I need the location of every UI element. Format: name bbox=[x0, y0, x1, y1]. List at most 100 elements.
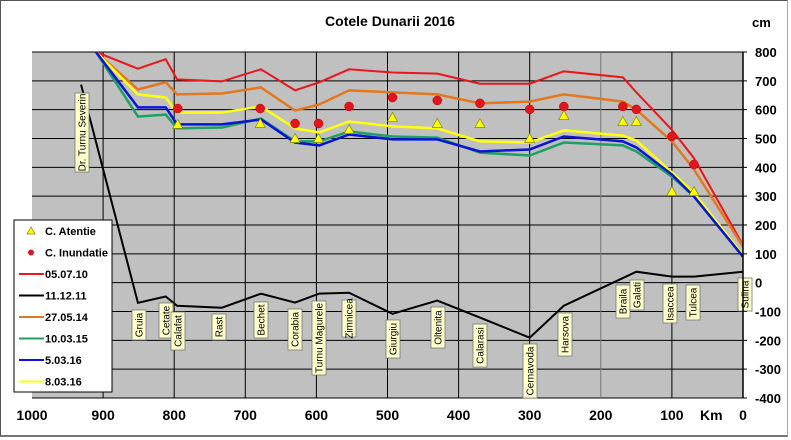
inundatie-marker bbox=[255, 103, 265, 114]
station-name: Zimnicea bbox=[345, 298, 356, 339]
atentie-marker bbox=[558, 109, 570, 120]
station-name: Rast bbox=[215, 316, 226, 337]
atentie-marker bbox=[386, 111, 399, 122]
station-label-box bbox=[685, 284, 701, 321]
station-label: Rast bbox=[211, 313, 227, 341]
station-label-box bbox=[737, 277, 753, 312]
station-label: Zimnicea bbox=[341, 298, 357, 339]
series-line-05.07.10 bbox=[95, 52, 743, 246]
legend-label: C. Inundatie bbox=[45, 248, 108, 260]
legend-label: 8.03.16 bbox=[45, 377, 82, 389]
station-name: Corabia bbox=[291, 312, 302, 347]
station-name: Harsova bbox=[561, 315, 572, 353]
atentie-marker bbox=[289, 132, 301, 143]
y-tick-label: 500 bbox=[755, 132, 777, 147]
station-name: Tulcea bbox=[689, 287, 700, 317]
y-tick-label: -100 bbox=[755, 305, 781, 320]
x-tick-label: 800 bbox=[163, 407, 187, 423]
legend-label: 11.12.11 bbox=[45, 291, 87, 303]
station-label-box bbox=[253, 301, 269, 339]
x-tick-label: 700 bbox=[234, 407, 258, 423]
atentie-marker bbox=[431, 117, 443, 128]
station-label-box bbox=[131, 309, 147, 341]
y-tick-label: 0 bbox=[755, 276, 762, 291]
station-label-box bbox=[557, 312, 573, 357]
y-tick-label: 300 bbox=[755, 189, 777, 204]
atentie-marker bbox=[312, 132, 325, 143]
station-label-box bbox=[629, 279, 645, 311]
station-name: Braila bbox=[619, 288, 630, 314]
station-label-box bbox=[170, 311, 186, 351]
station-name: Bechet bbox=[257, 304, 268, 335]
x-tick-label: 0 bbox=[739, 407, 747, 423]
station-name: Giurgiu bbox=[389, 323, 400, 355]
chart-title: Cotele Dunarii 2016 bbox=[325, 13, 455, 29]
y-tick-label: 800 bbox=[755, 45, 777, 60]
station-label: Braila bbox=[615, 284, 631, 319]
station-labels: Dr. Turnu Severin Gruia Cetate Calafat Rast B… bbox=[74, 92, 753, 399]
station-label: Turnu Magurele bbox=[311, 300, 327, 376]
station-label-box bbox=[662, 283, 678, 324]
x-tick-label: 500 bbox=[376, 407, 400, 423]
legend-label: 10.03.15 bbox=[45, 334, 88, 346]
inundatie-marker bbox=[432, 95, 443, 106]
station-label: Giurgiu bbox=[385, 319, 401, 359]
inundatie-marker bbox=[559, 101, 569, 112]
series-line-11.12.11 bbox=[80, 84, 743, 339]
station-name: Sulina bbox=[741, 280, 752, 308]
station-label-box bbox=[341, 299, 357, 338]
station-label: Gruia bbox=[131, 309, 147, 341]
x-tick-label: 400 bbox=[447, 407, 471, 423]
y-tick-label: -300 bbox=[755, 362, 781, 377]
station-name: Isaccea bbox=[666, 286, 677, 321]
station-label: Cernavoda bbox=[522, 343, 538, 399]
y-tick-label: 400 bbox=[755, 160, 777, 175]
station-label: Calarasi bbox=[472, 323, 488, 368]
atentie-marker bbox=[617, 115, 629, 126]
legend-box bbox=[13, 219, 113, 393]
atentie-marker bbox=[524, 132, 536, 143]
y-tick-label: 600 bbox=[755, 103, 777, 118]
y-tick-label: 700 bbox=[755, 74, 777, 89]
station-label-box bbox=[211, 313, 227, 341]
station-name: Galati bbox=[633, 282, 644, 308]
atentie-marker bbox=[688, 185, 700, 196]
station-label: Calafat bbox=[170, 311, 186, 351]
inundatie-marker bbox=[667, 131, 677, 142]
x-axis-unit: Km bbox=[700, 407, 723, 423]
legend-label: C. Atentie bbox=[45, 226, 96, 238]
inundatie-marker bbox=[313, 118, 324, 129]
station-name: Gruia bbox=[135, 312, 146, 337]
inundatie-marker bbox=[344, 101, 354, 112]
station-name: Calafat bbox=[174, 315, 185, 347]
inundatie-marker bbox=[290, 118, 300, 129]
inundatie-marker bbox=[689, 159, 699, 170]
inundatie-marker bbox=[387, 92, 398, 103]
legend-label: 05.07.10 bbox=[45, 269, 88, 281]
y-tick-label: 100 bbox=[755, 247, 777, 262]
station-name: Turnu Magurele bbox=[315, 302, 326, 373]
station-label: Oltenita bbox=[430, 306, 446, 349]
legend: C. Atentie C. Inundatie 05.07.10 11.12.11 27… bbox=[13, 219, 113, 393]
legend-label: 5.03.16 bbox=[45, 355, 82, 367]
station-label: Corabia bbox=[287, 308, 303, 351]
inundatie-marker bbox=[173, 103, 183, 114]
inundatie-marker bbox=[524, 104, 535, 115]
atentie-marker bbox=[254, 117, 266, 128]
station-label-box bbox=[430, 306, 446, 349]
atentie-marker bbox=[666, 185, 678, 196]
atentie-marker bbox=[474, 117, 486, 128]
station-name: Dr. Turnu Severin bbox=[78, 94, 89, 172]
x-tick-label: 1000 bbox=[16, 407, 47, 423]
legend-label: 27.05.14 bbox=[45, 312, 89, 324]
station-label-box bbox=[522, 343, 538, 399]
station-label-box bbox=[472, 323, 488, 368]
station-name: Calarasi bbox=[476, 327, 487, 364]
atentie-marker bbox=[343, 123, 355, 134]
station-label-box bbox=[287, 308, 303, 351]
station-label-box bbox=[385, 319, 401, 359]
y-tick-label: -400 bbox=[755, 391, 781, 406]
station-label: Galati bbox=[629, 279, 645, 311]
